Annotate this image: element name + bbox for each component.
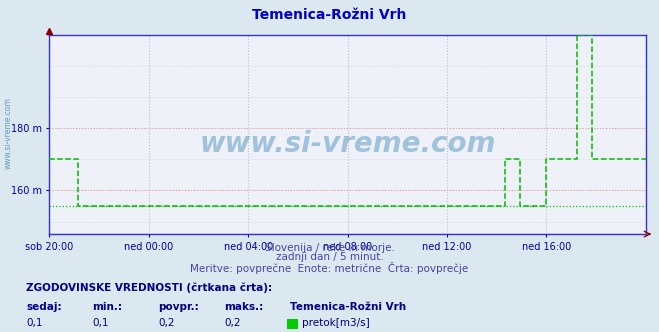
Text: zadnji dan / 5 minut.: zadnji dan / 5 minut. xyxy=(275,252,384,262)
Text: 0,2: 0,2 xyxy=(224,318,241,328)
Text: Meritve: povprečne  Enote: metrične  Črta: povprečje: Meritve: povprečne Enote: metrične Črta:… xyxy=(190,262,469,274)
Text: www.si-vreme.com: www.si-vreme.com xyxy=(3,97,13,169)
Text: min.:: min.: xyxy=(92,302,123,312)
Text: 0,1: 0,1 xyxy=(26,318,43,328)
Text: 0,2: 0,2 xyxy=(158,318,175,328)
Text: 0,1: 0,1 xyxy=(92,318,109,328)
Text: www.si-vreme.com: www.si-vreme.com xyxy=(200,130,496,158)
Text: povpr.:: povpr.: xyxy=(158,302,199,312)
Text: sedaj:: sedaj: xyxy=(26,302,62,312)
Text: Temenica-Rožni Vrh: Temenica-Rožni Vrh xyxy=(252,8,407,22)
Text: Temenica-Rožni Vrh: Temenica-Rožni Vrh xyxy=(290,302,406,312)
Text: Slovenija / reke in morje.: Slovenija / reke in morje. xyxy=(264,243,395,253)
Text: pretok[m3/s]: pretok[m3/s] xyxy=(302,318,370,328)
Text: maks.:: maks.: xyxy=(224,302,264,312)
Text: ZGODOVINSKE VREDNOSTI (črtkana črta):: ZGODOVINSKE VREDNOSTI (črtkana črta): xyxy=(26,283,272,293)
